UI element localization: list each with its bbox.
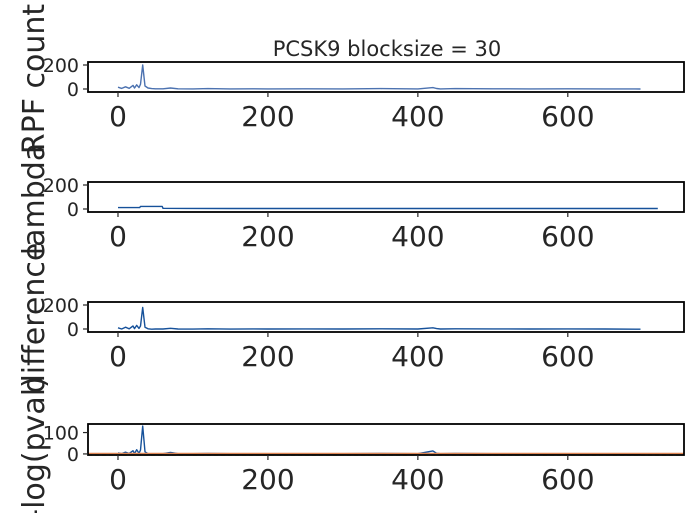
ytick-label: 200 [43,55,79,77]
ytick-label: 0 [67,444,79,466]
xtick-label: 0 [109,100,127,133]
chart-title: PCSK9 blocksize = 30 [273,37,502,61]
xtick-label: 400 [391,220,444,253]
series-line-1-1 [117,64,641,90]
xtick-label: 200 [241,100,294,133]
ytick-label: 0 [67,319,79,341]
xtick-label: 400 [391,340,444,373]
xtick-label: 600 [541,340,594,373]
axes-frame-1 [87,61,685,93]
xtick-label: 400 [391,463,444,496]
ytick-label: 0 [67,199,79,221]
xtick-label: 600 [541,463,594,496]
axes-frame-3 [87,301,685,333]
axes-frame-4 [87,423,685,456]
xtick-label: 600 [541,100,594,133]
ytick-label: 100 [43,423,79,445]
ylabel-difference: difference [17,243,52,394]
xtick-label: 0 [109,463,127,496]
xtick-label: 0 [109,340,127,373]
xtick-label: 400 [391,100,444,133]
ylabel-neg-log-pval: -log(pval) [17,376,52,513]
ytick-label: 200 [43,295,79,317]
ylabel-lambda: lambda [17,143,52,255]
series-line-4-1 [117,425,641,455]
xtick-label: 200 [241,220,294,253]
xtick-label: 200 [241,340,294,373]
series-line-3-1 [117,306,641,330]
xtick-label: 600 [541,220,594,253]
axes-frame-2 [87,181,685,213]
ylabel-rpf-count: RPF count [17,4,52,155]
series-line-2-1 [118,205,658,210]
xtick-label: 200 [241,463,294,496]
ytick-label: 0 [67,79,79,101]
xtick-label: 0 [109,220,127,253]
ytick-label: 200 [43,175,79,197]
